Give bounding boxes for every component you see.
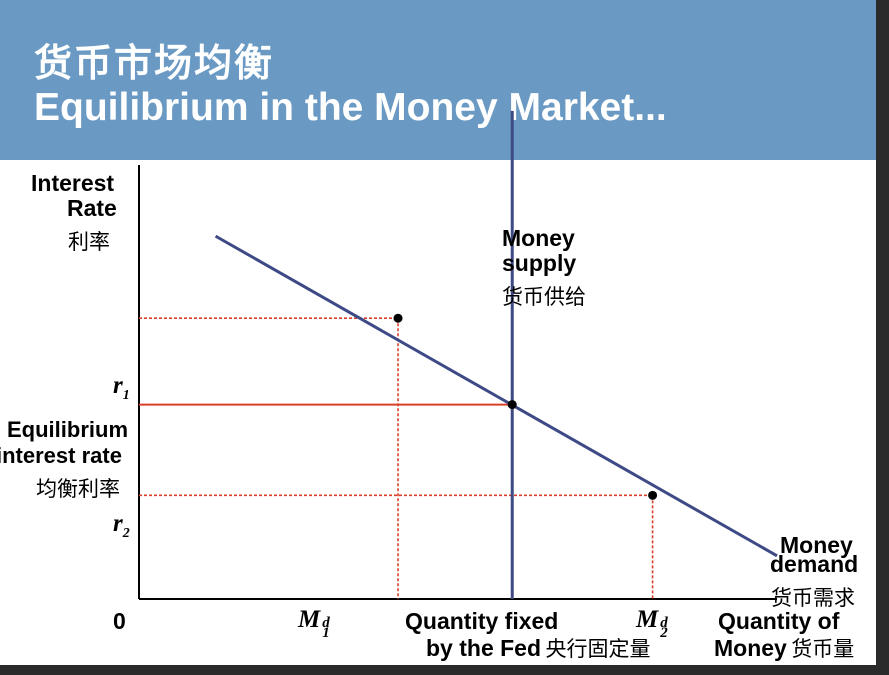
r2-label: r2 — [113, 510, 130, 542]
marker-demand-at-r1 — [393, 313, 403, 323]
money-market-chart — [138, 110, 778, 600]
r1-subscript: 1 — [122, 388, 130, 403]
money-demand-label-line1: Money — [780, 532, 853, 558]
money-supply-label-cn: 货币供给 — [502, 286, 586, 309]
window-frame-right — [876, 0, 889, 675]
m2d-label: M d 2 — [636, 606, 670, 641]
m1d-label: M d 1 — [298, 606, 332, 641]
y-axis-label-cn: 利率 — [68, 231, 110, 254]
title-chinese: 货币市场均衡 — [34, 41, 275, 85]
marker-equilibrium — [507, 400, 517, 410]
money-supply-label-line1: Money — [502, 225, 575, 251]
money-demand-label-line2: demand — [770, 551, 859, 577]
m2d-subscript: 2 — [660, 625, 668, 641]
equilibrium-label-line2: interest rate — [0, 443, 122, 468]
quantity-fixed-label-line2: by the Fed — [426, 635, 542, 661]
quantity-fixed-label-line2-group: by the Fed 央行固定量 — [426, 633, 650, 663]
equilibrium-label-line1: Equilibrium — [7, 417, 128, 442]
window-frame-bottom — [0, 665, 889, 675]
quantity-fixed-label-cn: 央行固定量 — [545, 638, 651, 661]
r2-subscript: 2 — [122, 526, 130, 541]
r1-letter: r — [113, 372, 123, 399]
marker-demand-at-r2 — [648, 490, 658, 500]
x-axis-label-line2: Money — [714, 635, 787, 661]
y-axis-label-line2: Rate — [67, 195, 117, 221]
money-supply-label-line2: supply — [502, 250, 577, 276]
m2d-superscript: d — [660, 615, 668, 631]
quantity-fixed-label-line1: Quantity fixed — [405, 608, 559, 634]
x-axis-label-line2-group: Money 货币量 — [714, 633, 854, 663]
r1-label: r1 — [113, 372, 130, 404]
origin-label: 0 — [113, 608, 126, 634]
x-axis-label-line1: Quantity of — [718, 608, 840, 634]
r2-letter: r — [113, 510, 123, 537]
m1d-superscript: d — [322, 615, 330, 631]
m2d-letter: M — [636, 606, 659, 633]
money-demand-line — [214, 234, 778, 558]
x-axis-label-cn: 货币量 — [791, 638, 855, 661]
title-bar: 货币市场均衡 Equilibrium in the Money Market..… — [0, 0, 876, 160]
m1d-subscript: 1 — [322, 625, 330, 641]
title-english: Equilibrium in the Money Market... — [34, 86, 667, 129]
equilibrium-label-cn: 均衡利率 — [36, 478, 120, 501]
money-demand-label-cn: 货币需求 — [771, 587, 855, 610]
m1d-letter: M — [298, 606, 321, 633]
y-axis-label-line1: Interest — [31, 170, 115, 196]
